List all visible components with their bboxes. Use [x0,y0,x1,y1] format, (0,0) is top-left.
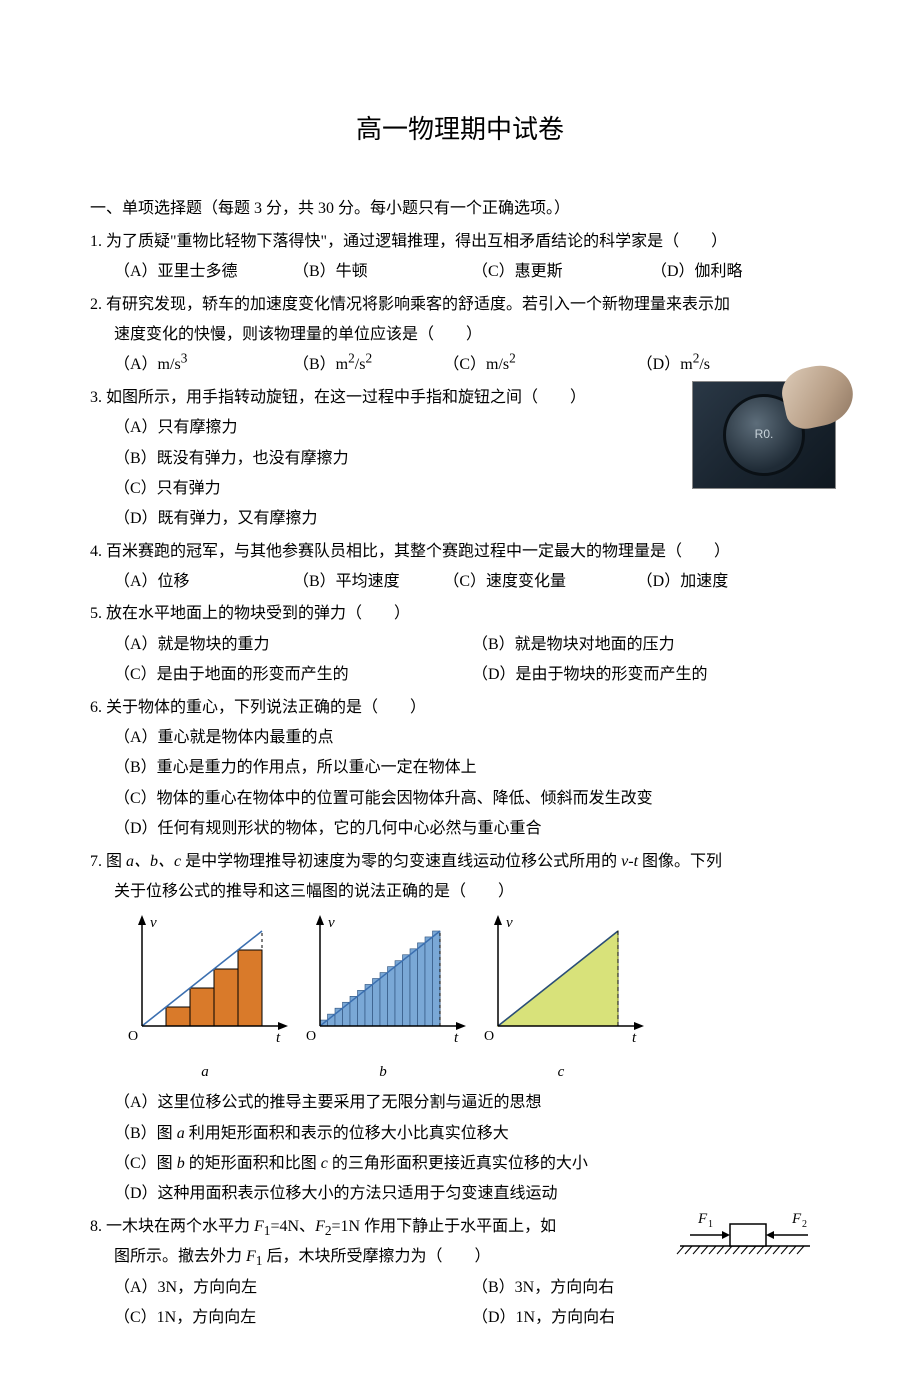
q4-opt-A: （A）位移 [114,567,293,597]
svg-text:v: v [328,915,335,931]
svg-text:t: t [454,1030,459,1046]
question-4: 4. 百米赛跑的冠军，与其他参赛队员相比，其整个赛跑过程中一定最大的物理量是（ … [90,537,830,598]
q7-charts: vtO a vtO b vtO c [90,913,830,1086]
q5-text: 5. 放在水平地面上的物块受到的弹力（ ） [90,599,830,629]
q7-chart-c: vtO c [476,913,646,1086]
question-8: F1F2 8. 一木块在两个水平力 F1=4N、F2=1N 作用下静止于水平面上… [90,1212,830,1334]
q4-opt-B: （B）平均速度 [293,567,443,597]
q7-opt-D: （D）这种用面积表示位移大小的方法只适用于匀变速直线运动 [90,1179,830,1209]
q5-opt-B: （B）就是物块对地面的压力 [472,630,830,660]
q2-text-line1: 2. 有研究发现，轿车的加速度变化情况将影响乘客的舒适度。若引入一个新物理量来表… [90,290,830,320]
svg-text:O: O [128,1029,138,1044]
svg-text:v: v [150,915,157,931]
q1-opt-C: （C）惠更斯 [472,257,651,287]
q4-opt-C: （C）速度变化量 [443,567,636,597]
q2-text-line2: 速度变化的快慢，则该物理量的单位应该是（ ） [90,320,830,350]
svg-text:v: v [506,915,513,931]
question-5: 5. 放在水平地面上的物块受到的弹力（ ） （A）就是物块的重力 （B）就是物块… [90,599,830,690]
q6-opt-D: （D）任何有规则形状的物体，它的几何中心必然与重心重合 [90,814,830,844]
question-1: 1. 为了质疑"重物比轻物下落得快"，通过逻辑推理，得出互相矛盾结论的科学家是（… [90,227,830,288]
q8-text-line1: 8. 一木块在两个水平力 F1=4N、F2=1N 作用下静止于水平面上，如 [90,1212,630,1242]
q7-opt-B: （B）图 a 利用矩形面积和表示的位移大小比真实位移大 [90,1119,830,1149]
svg-text:O: O [484,1029,494,1044]
q7-opt-A: （A）这里位移公式的推导主要采用了无限分割与逼近的思想 [90,1088,830,1118]
svg-text:O: O [306,1029,316,1044]
q1-opt-B: （B）牛顿 [293,257,472,287]
q4-text: 4. 百米赛跑的冠军，与其他参赛队员相比，其整个赛跑过程中一定最大的物理量是（ … [90,537,830,567]
q8-text-line2: 图所示。撤去外力 F1 后，木块所受摩擦力为（ ） [90,1242,630,1272]
q3-figure: R0. [692,381,836,489]
question-6: 6. 关于物体的重心，下列说法正确的是（ ） （A）重心就是物体内最重的点 （B… [90,693,830,845]
q3-opt-D: （D）既有弹力，又有摩擦力 [90,504,610,534]
q3-opt-B: （B）既没有弹力，也没有摩擦力 [90,444,610,474]
q1-opt-A: （A）亚里士多德 [114,257,293,287]
svg-text:t: t [276,1030,281,1046]
q6-opt-B: （B）重心是重力的作用点，所以重心一定在物体上 [90,753,830,783]
q2-opt-A: （A）m/s3 [114,350,293,380]
q8-options-row2: （C）1N，方向向左 （D）1N，方向向右 [90,1303,830,1333]
q4-opt-D: （D）加速度 [637,567,816,597]
q8-figure: F1F2 [660,1212,830,1279]
q2-opt-C: （C）m/s2 [443,350,636,380]
q1-opt-D: （D）伽利略 [651,257,830,287]
svg-text:F: F [697,1212,708,1227]
q1-options: （A）亚里士多德 （B）牛顿 （C）惠更斯 （D）伽利略 [90,257,830,287]
q6-text: 6. 关于物体的重心，下列说法正确的是（ ） [90,693,830,723]
q5-options-row1: （A）就是物块的重力 （B）就是物块对地面的压力 [90,630,830,660]
q7-chart-a: vtO a [120,913,290,1086]
section-header: 一、单项选择题（每题 3 分，共 30 分。每小题只有一个正确选项。） [90,194,830,224]
q7-chart-b: vtO b [298,913,468,1086]
q7-text-line2: 关于位移公式的推导和这三幅图的说法正确的是（ ） [90,877,830,907]
q7-text-line1: 7. 图 a、b、c 是中学物理推导初速度为零的匀变速直线运动位移公式所用的 v… [90,847,830,877]
svg-text:t: t [632,1030,637,1046]
q5-opt-A: （A）就是物块的重力 [114,630,472,660]
q5-opt-D: （D）是由于物块的形变而产生的 [472,660,830,690]
svg-text:F: F [791,1212,802,1227]
q2-opt-B: （B）m2/s2 [293,350,443,380]
q4-options: （A）位移 （B）平均速度 （C）速度变化量 （D）加速度 [90,567,830,597]
question-7: 7. 图 a、b、c 是中学物理推导初速度为零的匀变速直线运动位移公式所用的 v… [90,847,830,1210]
q8-opt-C: （C）1N，方向向左 [114,1303,472,1333]
q8-opt-A: （A）3N，方向向左 [114,1273,472,1303]
page-title: 高一物理期中试卷 [90,105,830,154]
svg-text:1: 1 [708,1219,713,1230]
q3-opt-C: （C）只有弹力 [90,474,610,504]
q5-options-row2: （C）是由于地面的形变而产生的 （D）是由于物块的形变而产生的 [90,660,830,690]
q5-opt-C: （C）是由于地面的形变而产生的 [114,660,472,690]
q6-opt-C: （C）物体的重心在物体中的位置可能会因物体升高、降低、倾斜而发生改变 [90,784,830,814]
q3-opt-A: （A）只有摩擦力 [90,413,610,443]
q1-text: 1. 为了质疑"重物比轻物下落得快"，通过逻辑推理，得出互相矛盾结论的科学家是（… [90,227,830,257]
q2-options: （A）m/s3 （B）m2/s2 （C）m/s2 （D）m2/s [90,350,830,380]
svg-text:2: 2 [802,1219,807,1230]
q8-opt-D: （D）1N，方向向右 [472,1303,830,1333]
q6-opt-A: （A）重心就是物体内最重的点 [90,723,830,753]
question-3: R0. 3. 如图所示，用手指转动旋钮，在这一过程中手指和旋钮之间（ ） （A）… [90,383,830,535]
question-2: 2. 有研究发现，轿车的加速度变化情况将影响乘客的舒适度。若引入一个新物理量来表… [90,290,830,381]
q7-opt-C: （C）图 b 的矩形面积和比图 c 的三角形面积更接近真实位移的大小 [90,1149,830,1179]
